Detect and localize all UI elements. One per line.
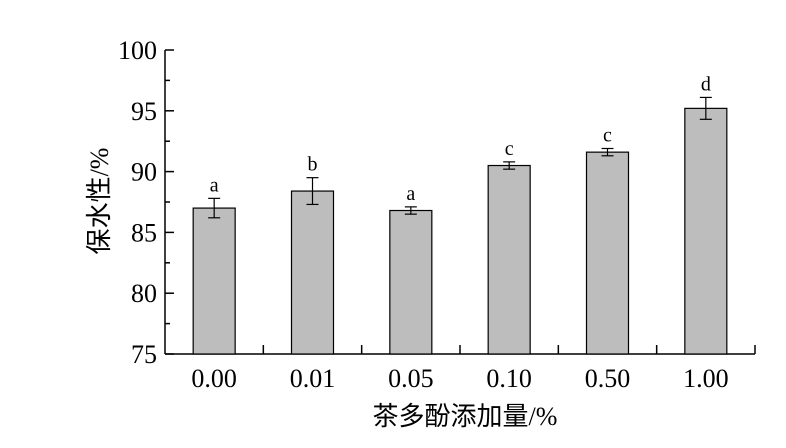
significance-label: b <box>308 154 318 176</box>
x-axis-label: 茶多酚添加量/% <box>373 402 558 431</box>
x-tick-label: 1.00 <box>683 364 729 393</box>
x-tick-label: 0.00 <box>191 364 237 393</box>
significance-label: a <box>210 174 219 196</box>
bar <box>389 209 433 355</box>
y-tick-label: 90 <box>131 158 157 187</box>
y-axis: 75 80 85 90 95 100 <box>118 36 174 369</box>
bar <box>487 164 531 355</box>
x-tick-label: 0.10 <box>486 364 532 393</box>
y-tick-label: 100 <box>118 36 157 65</box>
y-tick-label: 80 <box>131 279 157 308</box>
y-tick-label: 85 <box>131 218 157 247</box>
y-tick-label: 75 <box>131 340 157 369</box>
significance-label: c <box>505 138 514 160</box>
y-axis-label: 保水性/% <box>85 148 114 255</box>
significance-label: a <box>406 183 415 205</box>
significance-label: c <box>603 124 612 146</box>
y-tick-label: 95 <box>131 97 157 126</box>
bar <box>290 190 335 355</box>
x-tick-label: 0.01 <box>290 364 336 393</box>
bars: a b a c c d <box>192 73 728 355</box>
x-axis: 0.00 0.01 0.05 0.10 0.50 1.00 <box>165 345 756 393</box>
bar <box>684 107 728 355</box>
significance-label: d <box>701 73 711 95</box>
x-tick-label: 0.50 <box>585 364 631 393</box>
x-tick-label: 0.05 <box>388 364 434 393</box>
bar <box>192 207 236 355</box>
bar <box>585 151 630 355</box>
